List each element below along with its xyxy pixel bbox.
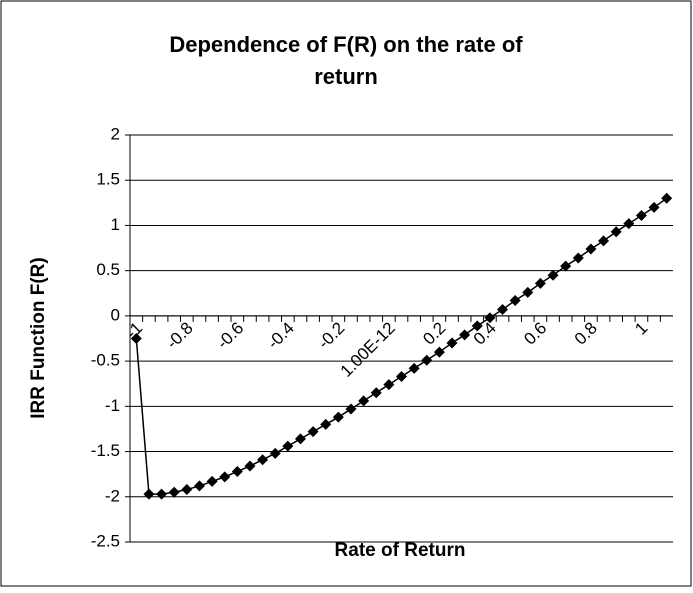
y-tick-label: -2 (105, 486, 120, 505)
point-marker (244, 460, 256, 472)
chart-title: Dependence of F(R) on the rate of return (169, 32, 523, 89)
y-tick-label: 2 (111, 124, 120, 143)
point-marker (143, 488, 155, 500)
point-marker (408, 362, 420, 374)
point-marker (294, 433, 306, 445)
y-tick-label: -0.5 (91, 351, 120, 370)
point-marker (383, 379, 395, 391)
point-marker (572, 252, 584, 264)
point-marker (320, 418, 332, 430)
point-marker (345, 403, 357, 415)
point-marker (610, 226, 622, 238)
point-marker (560, 260, 572, 272)
point-marker (509, 295, 521, 307)
point-marker (598, 235, 610, 247)
y-tick-label: -1.5 (91, 441, 120, 460)
point-marker (181, 484, 193, 496)
y-tick-label: 1.5 (96, 170, 120, 189)
x-axis-label: Rate of Return (335, 540, 466, 561)
y-tick-label: -2.5 (91, 531, 120, 550)
point-marker (585, 243, 597, 255)
point-marker (433, 346, 445, 358)
point-marker (282, 440, 294, 452)
point-marker (484, 312, 496, 324)
y-tick-label: 1 (111, 215, 120, 234)
point-marker (534, 277, 546, 289)
y-axis-label: IRR Function F(R) (28, 257, 49, 418)
point-marker (370, 387, 382, 399)
point-marker (156, 488, 168, 500)
y-tick-label: -1 (105, 396, 120, 415)
point-marker (497, 304, 509, 316)
point-marker (648, 201, 660, 213)
point-marker (547, 269, 559, 281)
point-marker (231, 465, 243, 477)
point-marker (168, 486, 180, 498)
y-tick-label: 0.5 (96, 260, 120, 279)
point-marker (635, 209, 647, 221)
point-marker (471, 320, 483, 332)
point-marker (257, 454, 269, 466)
point-marker (206, 475, 218, 487)
point-marker (307, 426, 319, 438)
point-marker (193, 480, 205, 492)
point-marker (446, 337, 458, 349)
point-marker (396, 370, 407, 382)
point-marker (219, 471, 231, 483)
point-marker (269, 447, 281, 459)
point-marker (522, 286, 534, 298)
point-marker (358, 395, 370, 407)
point-marker (661, 192, 673, 204)
point-marker (130, 333, 142, 344)
point-marker (421, 354, 433, 366)
point-marker (459, 329, 471, 341)
y-tick-label: 0 (111, 305, 120, 324)
point-marker (332, 411, 344, 423)
point-marker (623, 218, 635, 230)
